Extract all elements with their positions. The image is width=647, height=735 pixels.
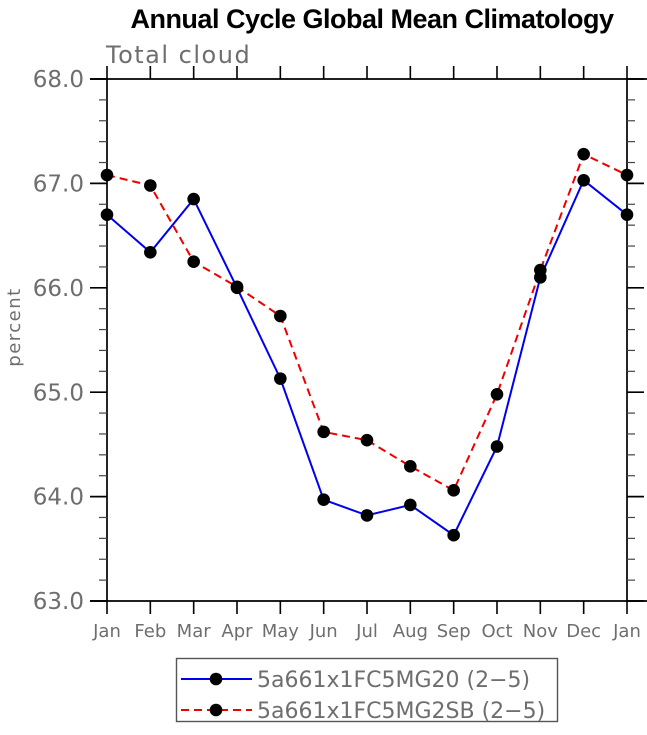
y-tick-labels: 68.0 67.0 66.0 65.0 64.0 63.0 — [33, 67, 84, 615]
x-tick-label: Jan — [612, 621, 641, 642]
x-tick-label: Dec — [566, 621, 601, 642]
chart-title: Annual Cycle Global Mean Climatology — [130, 4, 614, 34]
data-point-series1 — [404, 498, 417, 512]
series-markers — [100, 147, 634, 542]
series-line-1 — [106, 178, 628, 537]
data-point-series1 — [100, 208, 114, 222]
data-point-series1 — [317, 493, 330, 507]
legend-sample-marker-2 — [209, 703, 223, 717]
y-tick-label: 66.0 — [33, 276, 84, 302]
data-point-series2 — [144, 179, 157, 192]
y-tick-label: 65.0 — [33, 380, 84, 406]
data-point-series1 — [274, 372, 287, 385]
x-tick-label: Oct — [481, 621, 512, 642]
data-point-series2 — [230, 280, 244, 294]
data-point-series2 — [577, 147, 590, 161]
data-point-series1 — [187, 192, 200, 206]
y-tick-label: 63.0 — [33, 589, 84, 615]
y-axis-label: percent — [4, 287, 25, 366]
legend-sample-marker-1 — [209, 672, 223, 686]
chart-subtitle: Total cloud — [105, 41, 251, 69]
data-point-series2 — [187, 255, 200, 268]
x-tick-label: Jul — [355, 621, 378, 642]
x-tick-label: Aug — [393, 621, 428, 642]
plot-axes — [90, 66, 647, 614]
x-tick-label: Apr — [221, 621, 253, 642]
data-point-series1 — [620, 208, 634, 222]
data-point-series1 — [360, 509, 374, 522]
x-tick-label: Jun — [309, 621, 338, 642]
x-tick-label: Sep — [437, 621, 471, 642]
data-point-series2 — [360, 433, 374, 447]
x-tick-label: Feb — [134, 621, 166, 642]
data-point-series2 — [620, 168, 634, 182]
data-point-series1 — [447, 528, 460, 542]
legend-line-samples — [181, 672, 252, 717]
legend-label-series1: 5a661x1FC5MG20 (2−5) — [257, 668, 530, 693]
data-point-series2 — [274, 309, 287, 323]
data-point-series1 — [577, 173, 590, 187]
x-tick-label: Jan — [92, 621, 121, 642]
data-point-series2 — [534, 263, 547, 277]
x-tick-label: Nov — [523, 621, 558, 642]
x-tick-label: May — [262, 621, 300, 642]
y-tick-label: 68.0 — [33, 67, 84, 93]
legend-label-series2: 5a661x1FC5MG2SB (2−5) — [257, 699, 545, 724]
data-point-series2 — [447, 484, 460, 497]
x-tick-label: Mar — [177, 621, 212, 642]
data-point-series2 — [404, 460, 417, 473]
data-point-series1 — [490, 440, 504, 453]
data-point-series1 — [144, 246, 157, 259]
data-point-series2 — [490, 387, 504, 401]
data-point-series2 — [317, 425, 330, 439]
y-tick-label: 64.0 — [33, 485, 84, 511]
series-lines — [106, 152, 628, 537]
y-tick-label: 67.0 — [33, 171, 84, 197]
data-point-series2 — [100, 168, 114, 182]
x-tick-labels: Jan Feb Mar Apr May Jun Jul Aug Sep Oct Nov Dec Jan — [92, 621, 641, 642]
legend: 5a661x1FC5MG20 (2−5) 5a661x1FC5MG2SB (2−… — [175, 657, 559, 724]
